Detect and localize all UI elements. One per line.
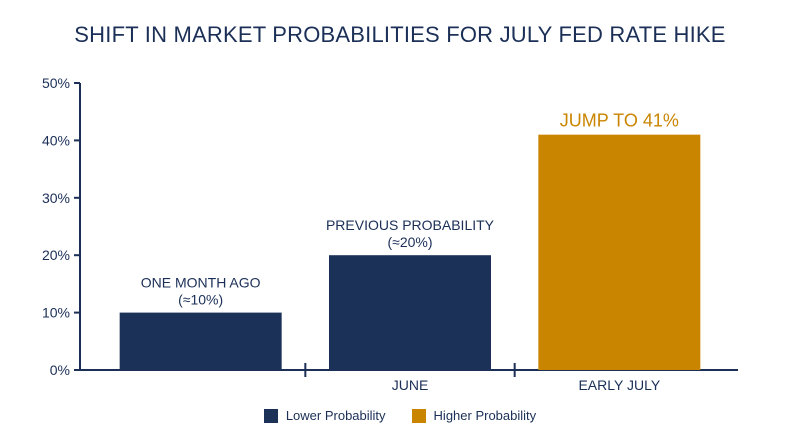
legend: Lower Probability Higher Probability: [0, 408, 800, 423]
data-label: (≈20%): [387, 234, 432, 250]
legend-swatch-higher: [411, 408, 426, 423]
y-tick-label: 20%: [42, 247, 70, 263]
y-tick-label: 30%: [42, 190, 70, 206]
y-tick-label: 50%: [42, 75, 70, 91]
bar: [538, 134, 701, 370]
legend-swatch-lower: [263, 408, 278, 423]
bar: [329, 255, 491, 370]
data-label: JUMP TO 41%: [560, 111, 679, 131]
data-label: ONE MONTH AGO: [141, 275, 261, 291]
y-tick-label: 10%: [42, 305, 70, 321]
y-tick-label: 40%: [42, 132, 70, 148]
legend-item-lower: Lower Probability: [263, 408, 386, 423]
bar: [119, 312, 282, 370]
x-tick-label: JUNE: [392, 377, 429, 393]
legend-label-higher: Higher Probability: [433, 408, 537, 423]
chart-title: SHIFT IN MARKET PROBABILITIES FOR JULY F…: [74, 22, 726, 47]
legend-item-higher: Higher Probability: [411, 408, 537, 423]
data-label: (≈10%): [178, 292, 223, 308]
y-tick-label: 0%: [50, 362, 70, 378]
legend-label-lower: Lower Probability: [285, 408, 386, 423]
x-tick-label: EARLY JULY: [578, 377, 660, 393]
data-label: PREVIOUS PROBABILITY: [326, 217, 495, 233]
